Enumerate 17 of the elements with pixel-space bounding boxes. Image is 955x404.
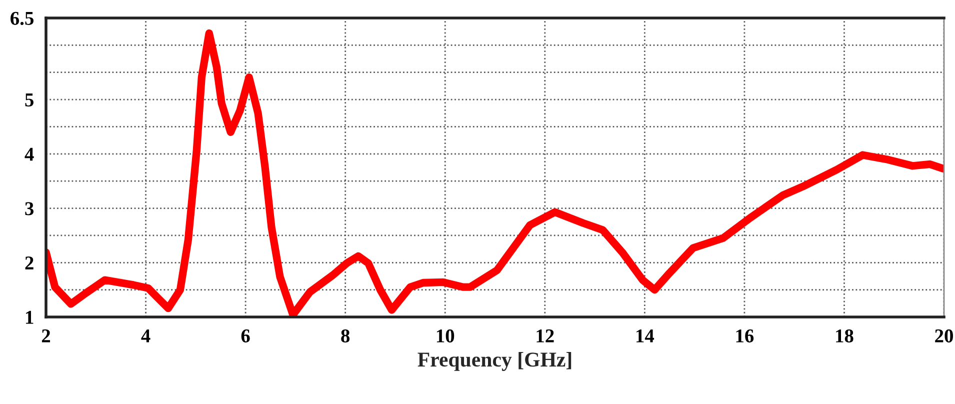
x-axis-title: Frequency [GHz]	[418, 352, 572, 371]
x-tick-label: 16	[736, 329, 754, 342]
x-tick-label: 10	[436, 329, 454, 342]
y-tick-label: 2	[25, 256, 34, 270]
x-tick-label: 14	[636, 329, 654, 342]
y-tick-label: 5	[25, 94, 34, 106]
x-tick-label: 18	[836, 329, 854, 342]
y-tick-label: 1	[26, 310, 34, 324]
x-tick-label: 20	[935, 329, 953, 342]
x-tick-label: 8	[341, 329, 350, 342]
x-tick-label: 12	[536, 329, 554, 342]
x-tick-label: 4	[141, 330, 150, 342]
x-tick-label: 6	[241, 329, 250, 342]
x-tick-label: 2	[42, 329, 50, 342]
y-tick-label: 4	[24, 148, 34, 161]
y-tick-label: 6.5	[10, 12, 34, 26]
y-tick-label: 3	[25, 202, 34, 216]
